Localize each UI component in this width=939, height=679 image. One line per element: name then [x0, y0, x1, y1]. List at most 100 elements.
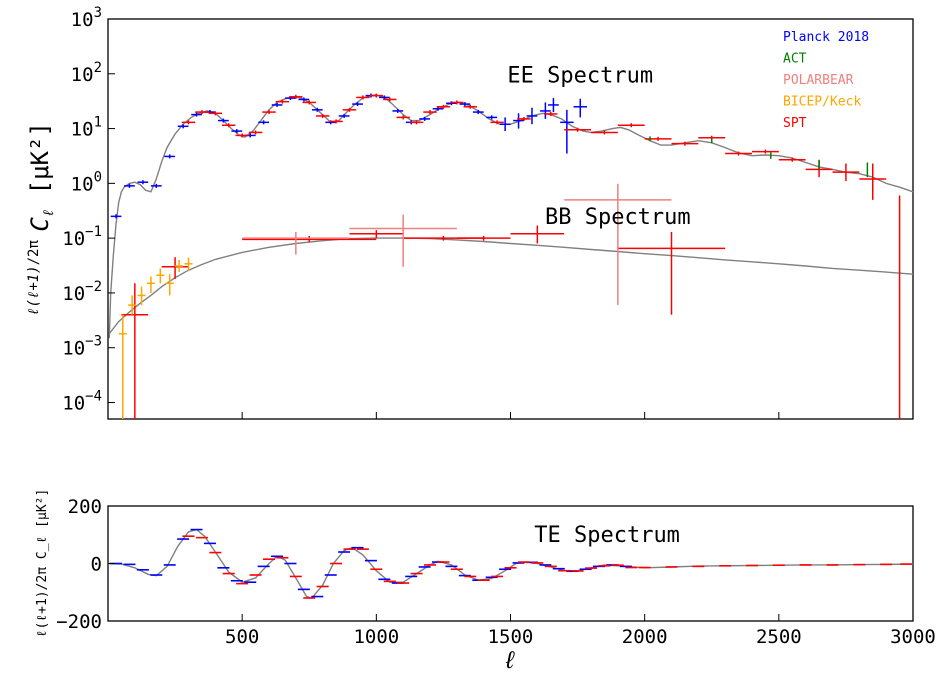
data-point	[752, 149, 779, 154]
data-point	[778, 157, 806, 162]
data-point	[560, 109, 574, 154]
data-point	[548, 98, 559, 113]
data-point	[513, 113, 524, 129]
te-panel: 2000−200 500 1000 1500 2000 2500 3000 TE Spec…	[56, 496, 936, 648]
data-point	[396, 115, 410, 120]
data-point	[423, 110, 437, 115]
top-data-points	[110, 93, 901, 419]
data-point	[262, 110, 276, 115]
data-point	[315, 113, 330, 118]
data-point	[289, 94, 303, 99]
data-point	[231, 129, 243, 134]
spectrum-annotation: EE Spectrum	[507, 63, 653, 88]
data-point	[540, 102, 551, 119]
spectrum-annotation: TE Spectrum	[534, 523, 680, 548]
data-point	[383, 97, 397, 102]
data-point	[165, 274, 174, 296]
data-point	[164, 154, 176, 159]
data-point	[450, 100, 464, 105]
data-point	[248, 130, 263, 135]
data-point	[342, 107, 357, 112]
top-y-axis-label: ℓ(ℓ+1)/2π Cℓ [μK²]	[26, 122, 57, 316]
ee-theory-curve	[108, 94, 914, 339]
y-tick-label: 103	[71, 5, 102, 31]
x-axis-label: ℓ	[503, 646, 517, 674]
data-point	[349, 214, 457, 267]
data-point	[490, 120, 504, 125]
bottom-theory-curves	[107, 528, 914, 599]
bottom-y-axis-label: ℓ(ℓ+1)/2π C_ℓ [μK²]	[35, 489, 50, 638]
planck-2018-series	[110, 93, 587, 219]
data-point	[832, 163, 860, 182]
bottom-data-points	[110, 528, 913, 599]
data-point	[275, 99, 290, 104]
y-tick-label: 10−4	[62, 389, 102, 415]
bottom-y-axis-ticks: 200 0 −200	[56, 496, 115, 633]
data-point	[235, 133, 249, 138]
data-point	[486, 115, 498, 120]
data-point	[392, 108, 404, 113]
x-tick-label: 1000	[353, 626, 399, 648]
legend-entry: ACT	[783, 52, 807, 67]
data-point	[146, 276, 155, 293]
data-point	[311, 107, 323, 112]
data-point	[456, 235, 511, 241]
data-point	[617, 231, 726, 315]
data-point	[184, 257, 193, 271]
data-point	[349, 230, 404, 239]
data-point	[208, 111, 223, 116]
data-point	[329, 119, 343, 124]
legend-entry: SPT	[783, 116, 807, 131]
data-point	[175, 259, 184, 273]
data-point	[302, 100, 316, 105]
data-point	[573, 98, 587, 118]
data-point	[409, 120, 424, 125]
data-point	[137, 180, 149, 185]
top-theory-curves	[108, 94, 914, 339]
data-point	[369, 93, 384, 98]
data-point	[137, 286, 146, 306]
bottom-x-axis-ticks: 500 1000 1500 2000 2500 3000	[225, 614, 936, 648]
top-x-axis-ticks	[241, 412, 914, 419]
data-point	[564, 183, 672, 306]
x-tick-label: 2000	[622, 626, 668, 648]
data-point	[161, 257, 189, 279]
y-tick-label: 10−1	[62, 224, 102, 250]
y-tick-label: 200	[68, 496, 102, 518]
data-point	[195, 110, 209, 115]
data-point	[419, 116, 430, 121]
data-point	[150, 183, 162, 188]
data-point	[271, 102, 283, 107]
data-point	[118, 314, 127, 419]
data-point	[352, 102, 363, 107]
y-tick-label: 102	[71, 60, 102, 86]
data-point	[298, 97, 310, 102]
data-point	[517, 116, 531, 121]
data-point	[218, 118, 229, 123]
data-point	[526, 107, 538, 125]
data-point	[191, 112, 202, 117]
polarbear-series	[242, 183, 672, 306]
data-point	[181, 120, 196, 125]
y-tick-label: 101	[71, 115, 102, 141]
y-tick-label: 100	[71, 169, 102, 195]
data-point	[459, 102, 471, 107]
data-point	[472, 110, 484, 115]
data-point	[564, 127, 591, 132]
legend: Planck 2018 ACT POLARBEAR BICEP/Keck SPT	[783, 30, 869, 131]
svg-text:ℓ(ℓ+1)/2π Cℓ [μK²]: ℓ(ℓ+1)/2π Cℓ [μK²]	[26, 122, 57, 316]
data-point	[644, 136, 672, 141]
top-annotations: EE Spectrum BB Spectrum	[507, 63, 690, 230]
spectrum-annotation: BB Spectrum	[545, 205, 691, 230]
te-theory-curve	[107, 528, 914, 599]
bicep-keck-series	[118, 257, 193, 419]
data-point	[356, 95, 370, 100]
y-tick-label: 0	[91, 554, 102, 576]
data-point	[436, 104, 451, 109]
data-point	[258, 120, 269, 125]
bottom-plot-frame	[107, 505, 914, 622]
x-tick-label: 500	[225, 626, 259, 648]
data-point	[338, 113, 350, 118]
